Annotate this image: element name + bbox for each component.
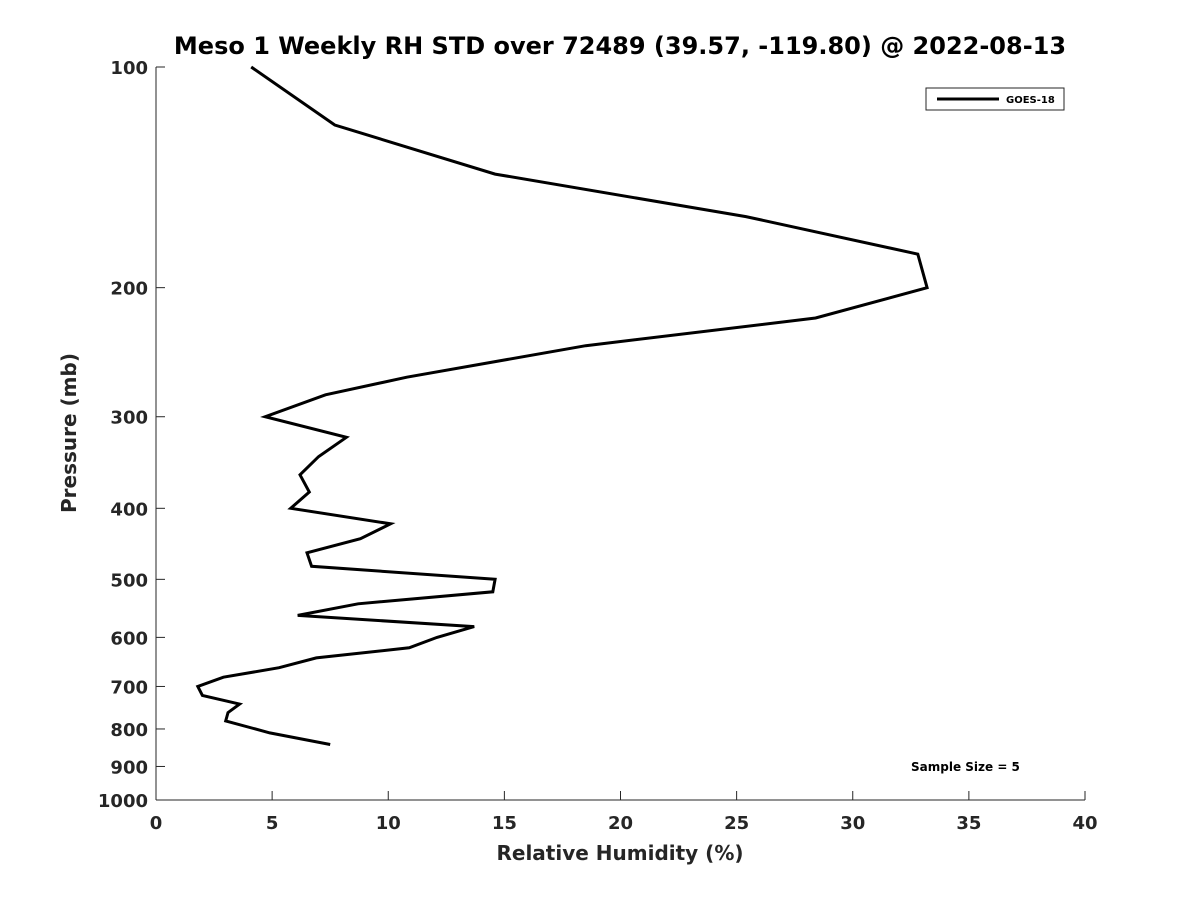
x-ticks: 0 5 10 15 20 25 30 35 40 [150,791,1098,834]
x-tick-label: 35 [956,813,981,834]
x-tick-label: 15 [492,813,517,834]
y-tick-label: 700 [110,677,148,698]
x-tick-label: 10 [376,813,401,834]
x-axis-label: Relative Humidity (%) [496,841,743,865]
legend-label-goes-18: GOES-18 [1006,95,1055,106]
x-tick-label: 20 [608,813,633,834]
y-tick-label: 200 [110,279,148,300]
x-tick-label: 25 [724,813,749,834]
y-tick-label: 400 [110,499,148,520]
y-ticks: 100 200 300 400 500 600 700 800 900 1000 [98,58,165,812]
x-tick-label: 30 [840,813,865,834]
plot-area [155,67,1085,801]
y-tick-label: 900 [110,757,148,778]
legend: GOES-18 [925,87,1065,111]
chart-title: Meso 1 Weekly RH STD over 72489 (39.57, … [174,32,1066,60]
y-tick-label: 300 [110,408,148,429]
y-tick-label: 1000 [98,791,148,812]
y-tick-label: 800 [110,720,148,741]
series-layer [195,65,929,746]
x-tick-label: 0 [150,813,163,834]
x-tick-label: 5 [266,813,279,834]
axes-box [156,67,1085,800]
series-line-goes-18 [195,65,929,746]
y-tick-label: 100 [110,58,148,79]
sample-size-annotation: Sample Size = 5 [911,760,1020,774]
x-tick-label: 40 [1072,813,1097,834]
y-tick-label: 600 [110,628,148,649]
y-tick-label: 500 [110,570,148,591]
y-axis-label: Pressure (mb) [57,353,81,513]
